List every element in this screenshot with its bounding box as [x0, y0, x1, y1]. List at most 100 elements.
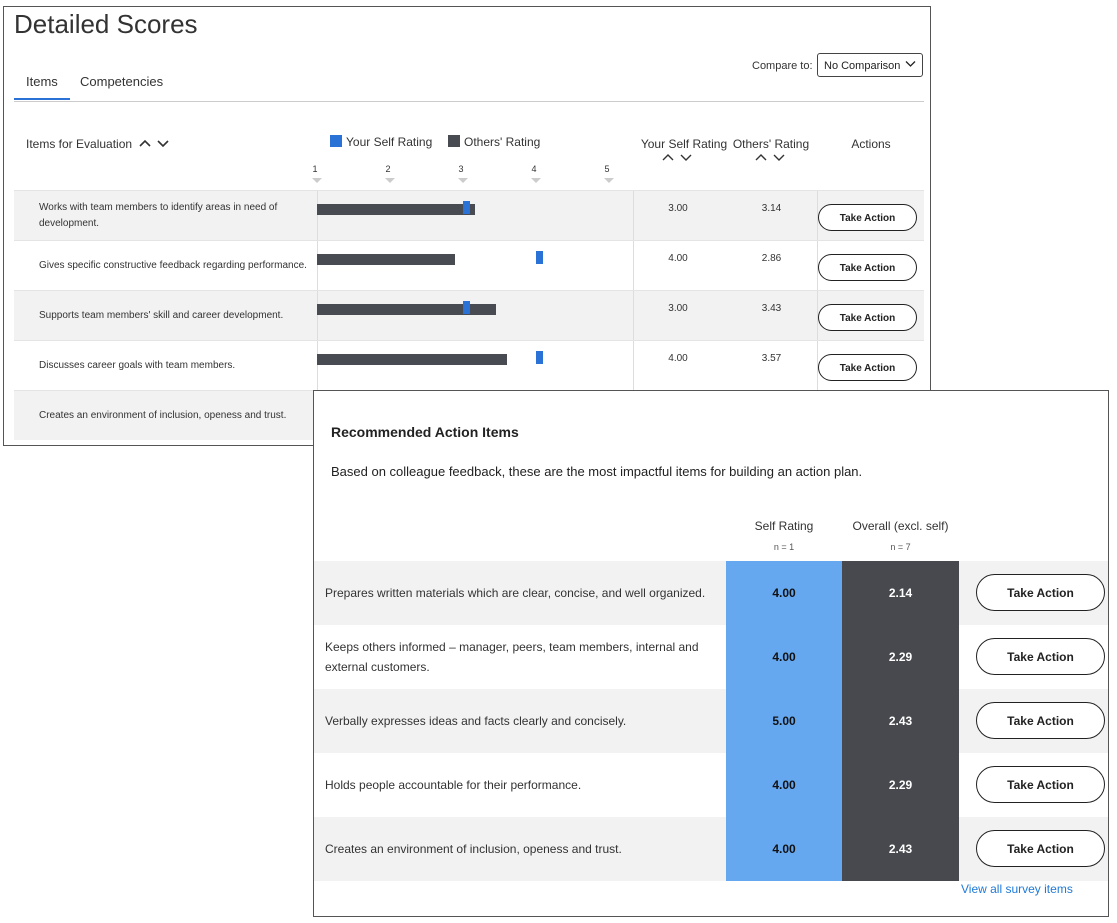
compare-select[interactable]: No Comparison: [817, 53, 923, 77]
item-label: Works with team members to identify area…: [39, 202, 278, 229]
page-title: Detailed Scores: [14, 9, 198, 39]
self-rating-value: 3.00: [668, 203, 688, 214]
self-rating-cell: 4.00: [726, 817, 842, 881]
legend-self: Your Self Rating: [330, 135, 432, 149]
item-label: Holds people accountable for their perfo…: [325, 778, 582, 792]
take-action-button[interactable]: Take Action: [818, 204, 917, 231]
chevron-down-icon: [905, 59, 916, 71]
table-row: Prepares written materials which are cle…: [314, 561, 1108, 625]
scale-tick: 5: [604, 164, 610, 174]
col-header-self-rating: Your Self Rating: [640, 137, 728, 151]
table-row: Discusses career goals with team members…: [14, 340, 924, 391]
column-divider: [317, 191, 318, 241]
item-label: Verbally expresses ideas and facts clear…: [325, 714, 627, 728]
compare-select-value: No Comparison: [824, 60, 901, 72]
table-row: Creates an environment of inclusion, ope…: [314, 817, 1108, 881]
tab-competencies[interactable]: Competencies: [80, 74, 164, 89]
column-divider: [317, 291, 318, 341]
triangle-down-icon: [312, 178, 322, 183]
col-header-others-rating: Others' Rating: [732, 137, 810, 151]
item-label: Discusses career goals with team members…: [39, 360, 236, 371]
legend-others-label: Others' Rating: [464, 135, 541, 149]
take-action-button[interactable]: Take Action: [818, 254, 917, 281]
sort-chevron-icon[interactable]: [139, 137, 171, 151]
column-divider: [817, 291, 818, 341]
legend-self-label: Your Self Rating: [346, 135, 433, 149]
self-rating-cell: 4.00: [726, 753, 842, 817]
item-label: Supports team members' skill and career …: [39, 310, 284, 321]
triangle-down-icon: [604, 178, 614, 183]
self-rating-value: 4.00: [668, 253, 688, 264]
tab-bar: Items Competencies: [14, 71, 924, 102]
table-row: Holds people accountable for their perfo…: [314, 753, 1108, 817]
recommended-panel: Recommended Action Items Based on collea…: [313, 390, 1109, 917]
legend-others-swatch: [448, 135, 460, 147]
take-action-button[interactable]: Take Action: [976, 574, 1105, 611]
item-label: Gives specific constructive feedback reg…: [39, 260, 307, 271]
others-rating-value: 2.86: [761, 253, 782, 264]
column-divider: [633, 191, 634, 241]
others-rating-value: 3.57: [761, 353, 782, 364]
others-rating-bar: [317, 354, 507, 365]
column-divider: [817, 191, 818, 241]
item-label: Keeps others informed – manager, peers, …: [325, 640, 699, 674]
column-divider: [633, 341, 634, 391]
triangle-down-icon: [531, 178, 541, 183]
column-divider: [317, 341, 318, 391]
sort-chevron-icon[interactable]: [755, 151, 787, 165]
col-header-actions: Actions: [851, 137, 891, 151]
self-rating-marker: [463, 201, 470, 214]
triangle-down-icon: [385, 178, 395, 183]
take-action-button[interactable]: Take Action: [818, 304, 917, 331]
item-label: Prepares written materials which are cle…: [325, 586, 706, 600]
recommended-title: Recommended Action Items: [331, 424, 519, 440]
self-rating-marker: [463, 301, 470, 314]
self-rating-cell: 5.00: [726, 689, 842, 753]
item-label: Creates an environment of inclusion, ope…: [325, 842, 622, 856]
scale-tick: 1: [312, 164, 318, 174]
self-rating-marker: [536, 351, 543, 364]
column-divider: [317, 241, 318, 291]
overall-rating-cell: 2.29: [842, 625, 959, 689]
triangle-down-icon: [458, 178, 468, 183]
self-rating-value: 4.00: [668, 353, 688, 364]
others-rating-bar: [317, 204, 475, 215]
table-row: Works with team members to identify area…: [14, 190, 924, 241]
row-background: [314, 689, 726, 753]
row-background: [314, 561, 726, 625]
view-all-link[interactable]: View all survey items: [961, 882, 1073, 896]
column-divider: [817, 241, 818, 291]
table-row: Keeps others informed – manager, peers, …: [314, 625, 1108, 689]
recommended-description: Based on colleague feedback, these are t…: [331, 464, 863, 479]
item-label: Creates an environment of inclusion, ope…: [39, 410, 287, 421]
column-divider: [633, 291, 634, 341]
sort-chevron-icon[interactable]: [662, 151, 694, 165]
take-action-button[interactable]: Take Action: [976, 766, 1105, 803]
others-rating-value: 3.14: [761, 203, 782, 214]
overall-rating-cell: 2.43: [842, 689, 959, 753]
take-action-button[interactable]: Take Action: [976, 830, 1105, 867]
self-rating-marker: [536, 251, 543, 264]
overall-rating-cell: 2.43: [842, 817, 959, 881]
others-rating-bar: [317, 304, 496, 315]
take-action-button[interactable]: Take Action: [976, 702, 1105, 739]
legend-self-swatch: [330, 135, 342, 147]
take-action-button[interactable]: Take Action: [818, 354, 917, 381]
items-header[interactable]: Items for Evaluation: [26, 137, 171, 151]
compare-label: Compare to:: [752, 60, 813, 72]
others-rating-value: 3.43: [761, 303, 782, 314]
scale-tick: 4: [531, 164, 537, 174]
take-action-button[interactable]: Take Action: [976, 638, 1105, 675]
self-rating-value: 3.00: [668, 303, 688, 314]
col-header-self-rating: Self Rating: [754, 519, 814, 533]
overall-rating-cell: 2.14: [842, 561, 959, 625]
overall-rating-cell: 2.29: [842, 753, 959, 817]
row-background: [314, 817, 726, 881]
tab-items[interactable]: Items: [14, 74, 70, 100]
self-rating-cell: 4.00: [726, 561, 842, 625]
col-self-count: n = 1: [773, 542, 795, 552]
scale-tick: 3: [458, 164, 464, 174]
col-header-overall: Overall (excl. self): [852, 519, 949, 533]
table-row: Gives specific constructive feedback reg…: [14, 240, 924, 291]
column-divider: [633, 241, 634, 291]
